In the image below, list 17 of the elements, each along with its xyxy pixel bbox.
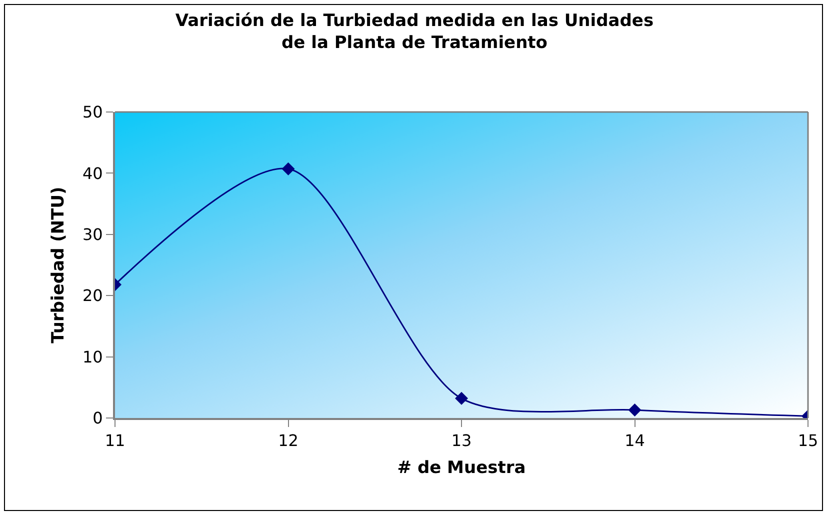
x-tick-label: 11 (104, 431, 126, 450)
y-tick-label: 50 (82, 102, 103, 122)
point (455, 392, 468, 405)
point (628, 404, 642, 417)
y-tick-label: 10 (82, 347, 103, 366)
x-tick-label: 15 (798, 431, 818, 450)
x-tick-label: 13 (451, 431, 472, 450)
x-axis-title: # de Muestra (397, 458, 526, 478)
chart-title: Variación de la Turbiedad medida en las Unidades de la Planta de Tratamiento (175, 10, 654, 53)
point (282, 162, 295, 176)
y-tick-label: 0 (92, 408, 103, 428)
y-tick-label: 40 (82, 164, 103, 183)
y-tick-label: 30 (82, 225, 103, 244)
x-tick-label: 12 (278, 431, 298, 450)
y-axis-title: Turbiedad (NTU) (48, 186, 68, 344)
x-tick-label: 14 (624, 431, 645, 450)
y-tick-label: 20 (82, 286, 103, 306)
